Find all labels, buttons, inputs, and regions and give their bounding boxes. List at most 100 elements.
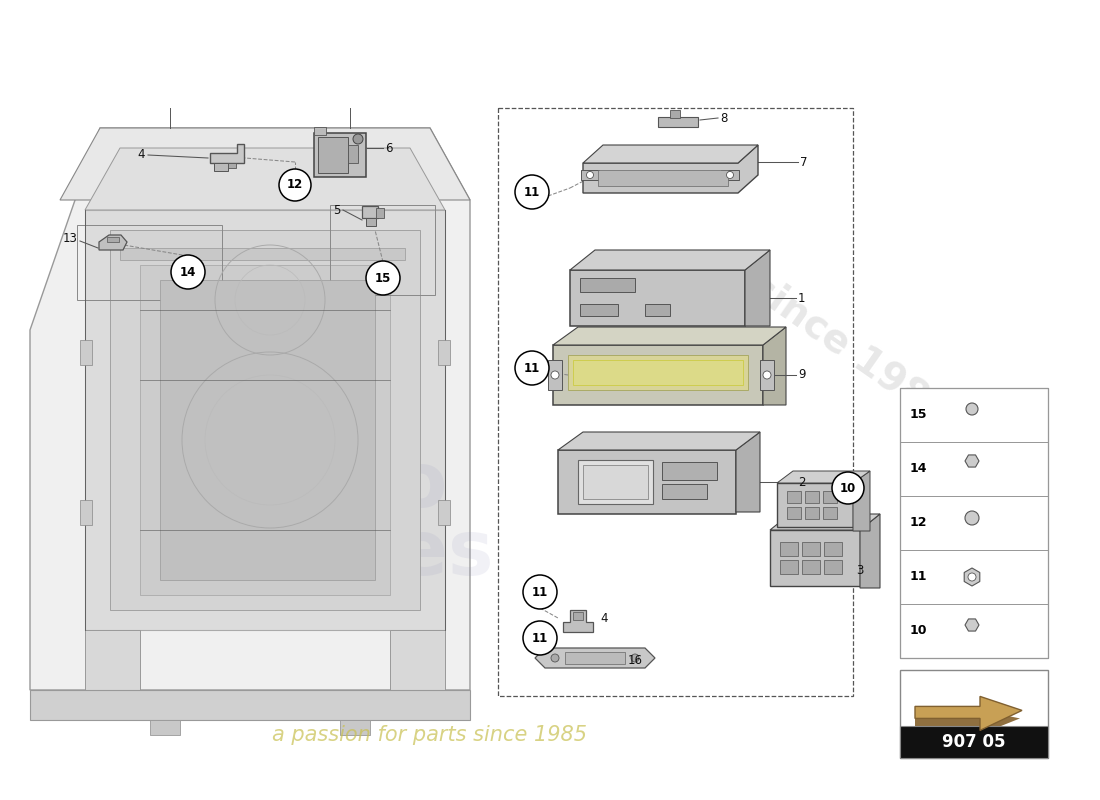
Bar — [786, 491, 801, 503]
Text: 13: 13 — [63, 231, 78, 245]
Bar — [570, 270, 745, 326]
Bar — [823, 507, 837, 519]
Text: 15: 15 — [910, 409, 926, 422]
Text: 15: 15 — [375, 271, 392, 285]
Polygon shape — [736, 432, 760, 512]
Polygon shape — [915, 710, 1020, 734]
Bar — [780, 560, 798, 574]
Circle shape — [515, 351, 549, 385]
Polygon shape — [340, 720, 370, 735]
Polygon shape — [85, 148, 446, 210]
Bar — [214, 163, 228, 171]
Bar — [228, 163, 236, 168]
Bar — [760, 360, 774, 390]
Bar — [553, 345, 763, 405]
Circle shape — [551, 371, 559, 379]
Circle shape — [170, 255, 205, 289]
Bar — [568, 355, 748, 390]
Text: 9: 9 — [798, 369, 805, 382]
Polygon shape — [110, 230, 420, 610]
Bar — [824, 560, 842, 574]
Polygon shape — [583, 145, 758, 163]
Polygon shape — [965, 568, 980, 586]
Polygon shape — [558, 432, 760, 450]
Bar — [573, 612, 583, 620]
Bar — [900, 726, 1048, 758]
Text: 4: 4 — [138, 149, 145, 162]
Bar — [658, 117, 698, 127]
Text: euro
spares: euro spares — [207, 449, 493, 591]
Circle shape — [631, 654, 639, 662]
Bar — [580, 278, 635, 292]
Bar — [580, 304, 618, 316]
Circle shape — [522, 621, 557, 655]
Polygon shape — [745, 250, 770, 326]
Circle shape — [968, 573, 976, 581]
Bar — [900, 604, 1048, 658]
Polygon shape — [570, 250, 770, 270]
Bar — [900, 496, 1048, 550]
Bar — [900, 388, 1048, 442]
Text: 12: 12 — [287, 178, 304, 191]
Bar — [348, 145, 358, 163]
Bar — [823, 491, 837, 503]
Text: 11: 11 — [524, 362, 540, 374]
Polygon shape — [30, 690, 470, 720]
Text: 3: 3 — [856, 563, 864, 577]
Bar — [558, 450, 736, 514]
Bar — [777, 483, 852, 527]
Text: 10: 10 — [840, 482, 856, 494]
Bar — [662, 484, 707, 499]
Polygon shape — [85, 630, 140, 690]
Bar — [80, 340, 92, 365]
Bar — [366, 218, 376, 226]
Bar — [802, 560, 820, 574]
Bar — [581, 170, 600, 180]
Text: a passion for parts since 1985: a passion for parts since 1985 — [273, 725, 587, 745]
Bar — [824, 542, 842, 556]
Text: 11: 11 — [532, 631, 548, 645]
Bar — [900, 550, 1048, 604]
Bar — [900, 388, 1048, 658]
Bar — [578, 460, 653, 504]
Bar — [548, 360, 562, 390]
Circle shape — [586, 171, 594, 178]
Circle shape — [551, 654, 559, 662]
Text: 907 05: 907 05 — [943, 733, 1005, 751]
Polygon shape — [553, 327, 786, 345]
Bar — [900, 670, 1048, 758]
Bar — [498, 108, 852, 696]
Polygon shape — [210, 144, 244, 163]
Text: 7: 7 — [800, 155, 807, 169]
Bar — [77, 225, 222, 300]
Bar — [107, 237, 119, 242]
Circle shape — [763, 371, 771, 379]
Bar — [780, 542, 798, 556]
Bar — [565, 652, 625, 664]
Bar — [376, 208, 384, 218]
Bar — [805, 491, 820, 503]
Circle shape — [366, 261, 400, 295]
Circle shape — [515, 175, 549, 209]
Polygon shape — [770, 514, 880, 530]
Circle shape — [965, 511, 979, 525]
Text: 14: 14 — [179, 266, 196, 278]
Bar — [900, 442, 1048, 496]
Polygon shape — [852, 471, 870, 531]
Polygon shape — [99, 235, 127, 250]
Bar — [330, 205, 434, 295]
Bar — [786, 507, 801, 519]
Text: 16: 16 — [628, 654, 643, 666]
Circle shape — [966, 403, 978, 415]
Text: 2: 2 — [798, 475, 805, 489]
Polygon shape — [763, 327, 786, 405]
Text: 12: 12 — [910, 517, 926, 530]
Bar — [662, 462, 717, 480]
Polygon shape — [915, 696, 1022, 730]
Polygon shape — [583, 145, 758, 193]
Polygon shape — [140, 265, 390, 595]
Polygon shape — [30, 128, 470, 690]
Bar — [438, 500, 450, 525]
Polygon shape — [85, 210, 446, 630]
Polygon shape — [535, 648, 654, 668]
